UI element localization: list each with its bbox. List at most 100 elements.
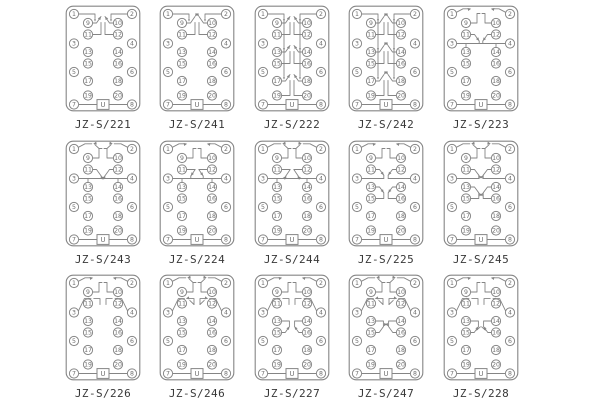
svg-text:20: 20 [303, 93, 311, 100]
svg-text:12: 12 [303, 32, 311, 39]
svg-text:7: 7 [72, 237, 76, 244]
svg-text:6: 6 [508, 69, 512, 76]
svg-text:12: 12 [114, 301, 122, 308]
terminal-12: 12 [301, 298, 313, 309]
svg-text:17: 17 [178, 78, 186, 85]
terminal-18: 18 [395, 344, 407, 356]
diagram-label: JZ-S/223 [452, 118, 510, 131]
svg-text:13: 13 [367, 184, 375, 191]
svg-text:14: 14 [208, 318, 216, 325]
svg-text:15: 15 [462, 196, 470, 203]
svg-text:5: 5 [261, 338, 265, 345]
svg-text:15: 15 [273, 61, 281, 68]
terminal-13: 13 [271, 181, 283, 193]
svg-text:13: 13 [178, 184, 186, 191]
svg-text:18: 18 [397, 213, 405, 220]
power-u-box: U [456, 99, 506, 110]
terminal-17: 17 [82, 210, 94, 222]
svg-text:16: 16 [492, 61, 500, 68]
terminal-10: 10 [490, 17, 502, 29]
svg-text:16: 16 [208, 196, 216, 203]
terminal-12: 12 [112, 164, 124, 175]
terminal-11: 11 [82, 29, 94, 40]
svg-text:3: 3 [166, 41, 170, 48]
svg-text:7: 7 [261, 102, 265, 109]
terminal-2: 2 [126, 8, 138, 20]
terminal-16: 16 [490, 193, 502, 204]
terminal-18: 18 [112, 75, 124, 87]
terminal-13: 13 [365, 181, 377, 193]
svg-text:18: 18 [303, 78, 311, 85]
power-u-box: U [456, 234, 506, 245]
svg-text:7: 7 [355, 237, 359, 244]
wiring-right [195, 143, 222, 183]
terminal-10: 10 [112, 286, 124, 298]
power-u-box: U [361, 368, 411, 379]
terminal-9: 9 [365, 152, 377, 164]
svg-text:6: 6 [508, 204, 512, 211]
terminal-5: 5 [257, 66, 269, 78]
svg-text:13: 13 [462, 184, 470, 191]
svg-text:10: 10 [303, 289, 311, 296]
svg-text:19: 19 [84, 93, 92, 100]
terminal-9: 9 [176, 152, 188, 164]
terminal-12: 12 [395, 164, 407, 175]
diagram-label: JZ-S/245 [452, 253, 510, 266]
svg-text:3: 3 [261, 41, 265, 48]
terminal-14: 14 [301, 46, 313, 58]
diagram-label: JZ-S/242 [357, 118, 415, 131]
terminal-15: 15 [176, 58, 188, 69]
terminal-8: 8 [126, 368, 138, 379]
power-u-label: U [479, 370, 484, 378]
diagram-border [65, 274, 141, 381]
terminal-2: 2 [315, 277, 327, 289]
terminal-5: 5 [68, 201, 80, 213]
terminal-16: 16 [490, 58, 502, 69]
terminal-3: 3 [68, 38, 80, 49]
terminal-12: 12 [206, 164, 218, 175]
diagram-border [348, 140, 424, 247]
svg-text:10: 10 [492, 289, 500, 296]
wiring-right [197, 275, 222, 312]
terminal-8: 8 [504, 234, 516, 245]
terminal-19: 19 [460, 90, 472, 101]
svg-text:16: 16 [397, 61, 405, 68]
terminal-12: 12 [395, 29, 407, 40]
svg-text:18: 18 [492, 213, 500, 220]
terminal-4: 4 [409, 307, 421, 318]
svg-text:16: 16 [492, 330, 500, 337]
svg-text:1: 1 [450, 146, 454, 153]
terminal-11: 11 [460, 298, 472, 309]
svg-text:9: 9 [369, 155, 373, 162]
svg-text:4: 4 [413, 41, 417, 48]
wiring-left [78, 13, 102, 35]
svg-text:3: 3 [166, 310, 170, 317]
svg-text:16: 16 [114, 61, 122, 68]
diagram-label: JZ-S/222 [263, 118, 321, 131]
svg-text:2: 2 [319, 280, 323, 287]
terminal-18: 18 [206, 210, 218, 222]
terminal-4: 4 [315, 307, 327, 318]
terminal-15: 15 [271, 193, 283, 204]
relay-diagram-cell: U 1 3 5 7 2 4 6 8 9 11 13 15 17 19 10 12 14 16 18 20 JZ-S/221 [65, 5, 141, 131]
svg-text:5: 5 [72, 204, 76, 211]
terminal-13: 13 [365, 46, 377, 58]
svg-text:14: 14 [397, 318, 405, 325]
svg-text:9: 9 [275, 289, 279, 296]
terminal-13: 13 [176, 181, 188, 193]
terminal-11: 11 [460, 164, 472, 175]
svg-text:9: 9 [275, 20, 279, 27]
terminal-9: 9 [365, 17, 377, 29]
svg-text:20: 20 [397, 362, 405, 369]
svg-text:6: 6 [130, 338, 134, 345]
wiring-left [267, 13, 291, 96]
svg-text:6: 6 [319, 204, 323, 211]
terminal-2: 2 [220, 143, 232, 155]
diagram-label: JZ-S/227 [263, 387, 321, 400]
diagram-border [254, 140, 330, 247]
wiring-right [480, 141, 506, 199]
svg-text:5: 5 [261, 204, 265, 211]
relay-diagram-cell: U 1 3 5 7 2 4 6 8 9 11 13 15 17 19 10 12 14 16 18 20 JZ-S/227 [254, 274, 330, 400]
svg-text:20: 20 [208, 362, 216, 369]
